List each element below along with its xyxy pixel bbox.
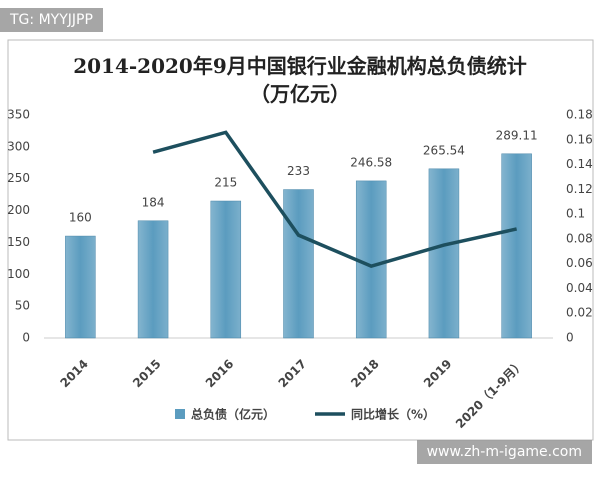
watermark: TG: MYYJJPP <box>0 8 103 32</box>
y2-tick-label: 0.12 <box>566 182 593 196</box>
watermark: www.zh-m-igame.com <box>416 440 592 464</box>
y2-tick-label: 0.04 <box>566 281 593 295</box>
y-tick-label: 300 <box>7 139 30 153</box>
y2-tick-label: 0 <box>566 331 574 345</box>
data-label: 160 <box>69 211 92 225</box>
legend-label: 同比增长（%） <box>351 407 435 422</box>
y-tick-label: 350 <box>7 108 30 122</box>
x-tick-label: 2018 <box>348 357 382 391</box>
x-tick-label: 2017 <box>276 357 310 391</box>
chart-frame <box>7 39 594 441</box>
line <box>152 130 518 268</box>
y2-tick-label: 0.14 <box>566 157 593 171</box>
x-tick-label: 2016 <box>203 357 237 391</box>
data-label: 246.58 <box>350 155 392 169</box>
y-tick-label: 0 <box>22 331 30 345</box>
y-tick-label: 150 <box>7 235 30 249</box>
x-tick-label: 2019 <box>421 357 455 391</box>
y-tick-label: 250 <box>7 171 30 185</box>
x-tick-label: 2015 <box>130 357 164 391</box>
data-label: 184 <box>142 195 165 209</box>
bar <box>355 180 387 339</box>
chart-title: 2014-2020年9月中国银行业金融机构总负债统计（万亿元） <box>73 54 527 106</box>
legend-swatch <box>175 409 185 419</box>
bar <box>501 153 532 339</box>
y-tick-label: 50 <box>15 299 30 313</box>
data-label: 265.54 <box>423 143 465 157</box>
bar <box>428 168 460 339</box>
y2-tick-label: 0.08 <box>566 231 593 245</box>
y2-tick-label: 0.1 <box>566 207 585 221</box>
data-label: 215 <box>214 176 237 190</box>
y2-tick-label: 0.02 <box>566 306 593 320</box>
y2-tick-label: 0.06 <box>566 256 593 270</box>
legend-label: 总负债（亿元） <box>191 407 275 422</box>
data-label: 233 <box>287 164 310 178</box>
y2-tick-label: 0.18 <box>566 108 593 122</box>
bar <box>137 220 169 339</box>
y-tick-label: 100 <box>7 267 30 281</box>
bar <box>283 189 314 339</box>
y2-tick-label: 0.16 <box>566 132 593 146</box>
bar <box>65 235 96 339</box>
y-tick-label: 200 <box>7 203 30 217</box>
bar <box>210 200 242 339</box>
x-tick-label: 2014 <box>57 357 91 391</box>
data-label: 289.11 <box>496 128 538 142</box>
x-tick-label: 2020（1-9月） <box>452 356 527 431</box>
